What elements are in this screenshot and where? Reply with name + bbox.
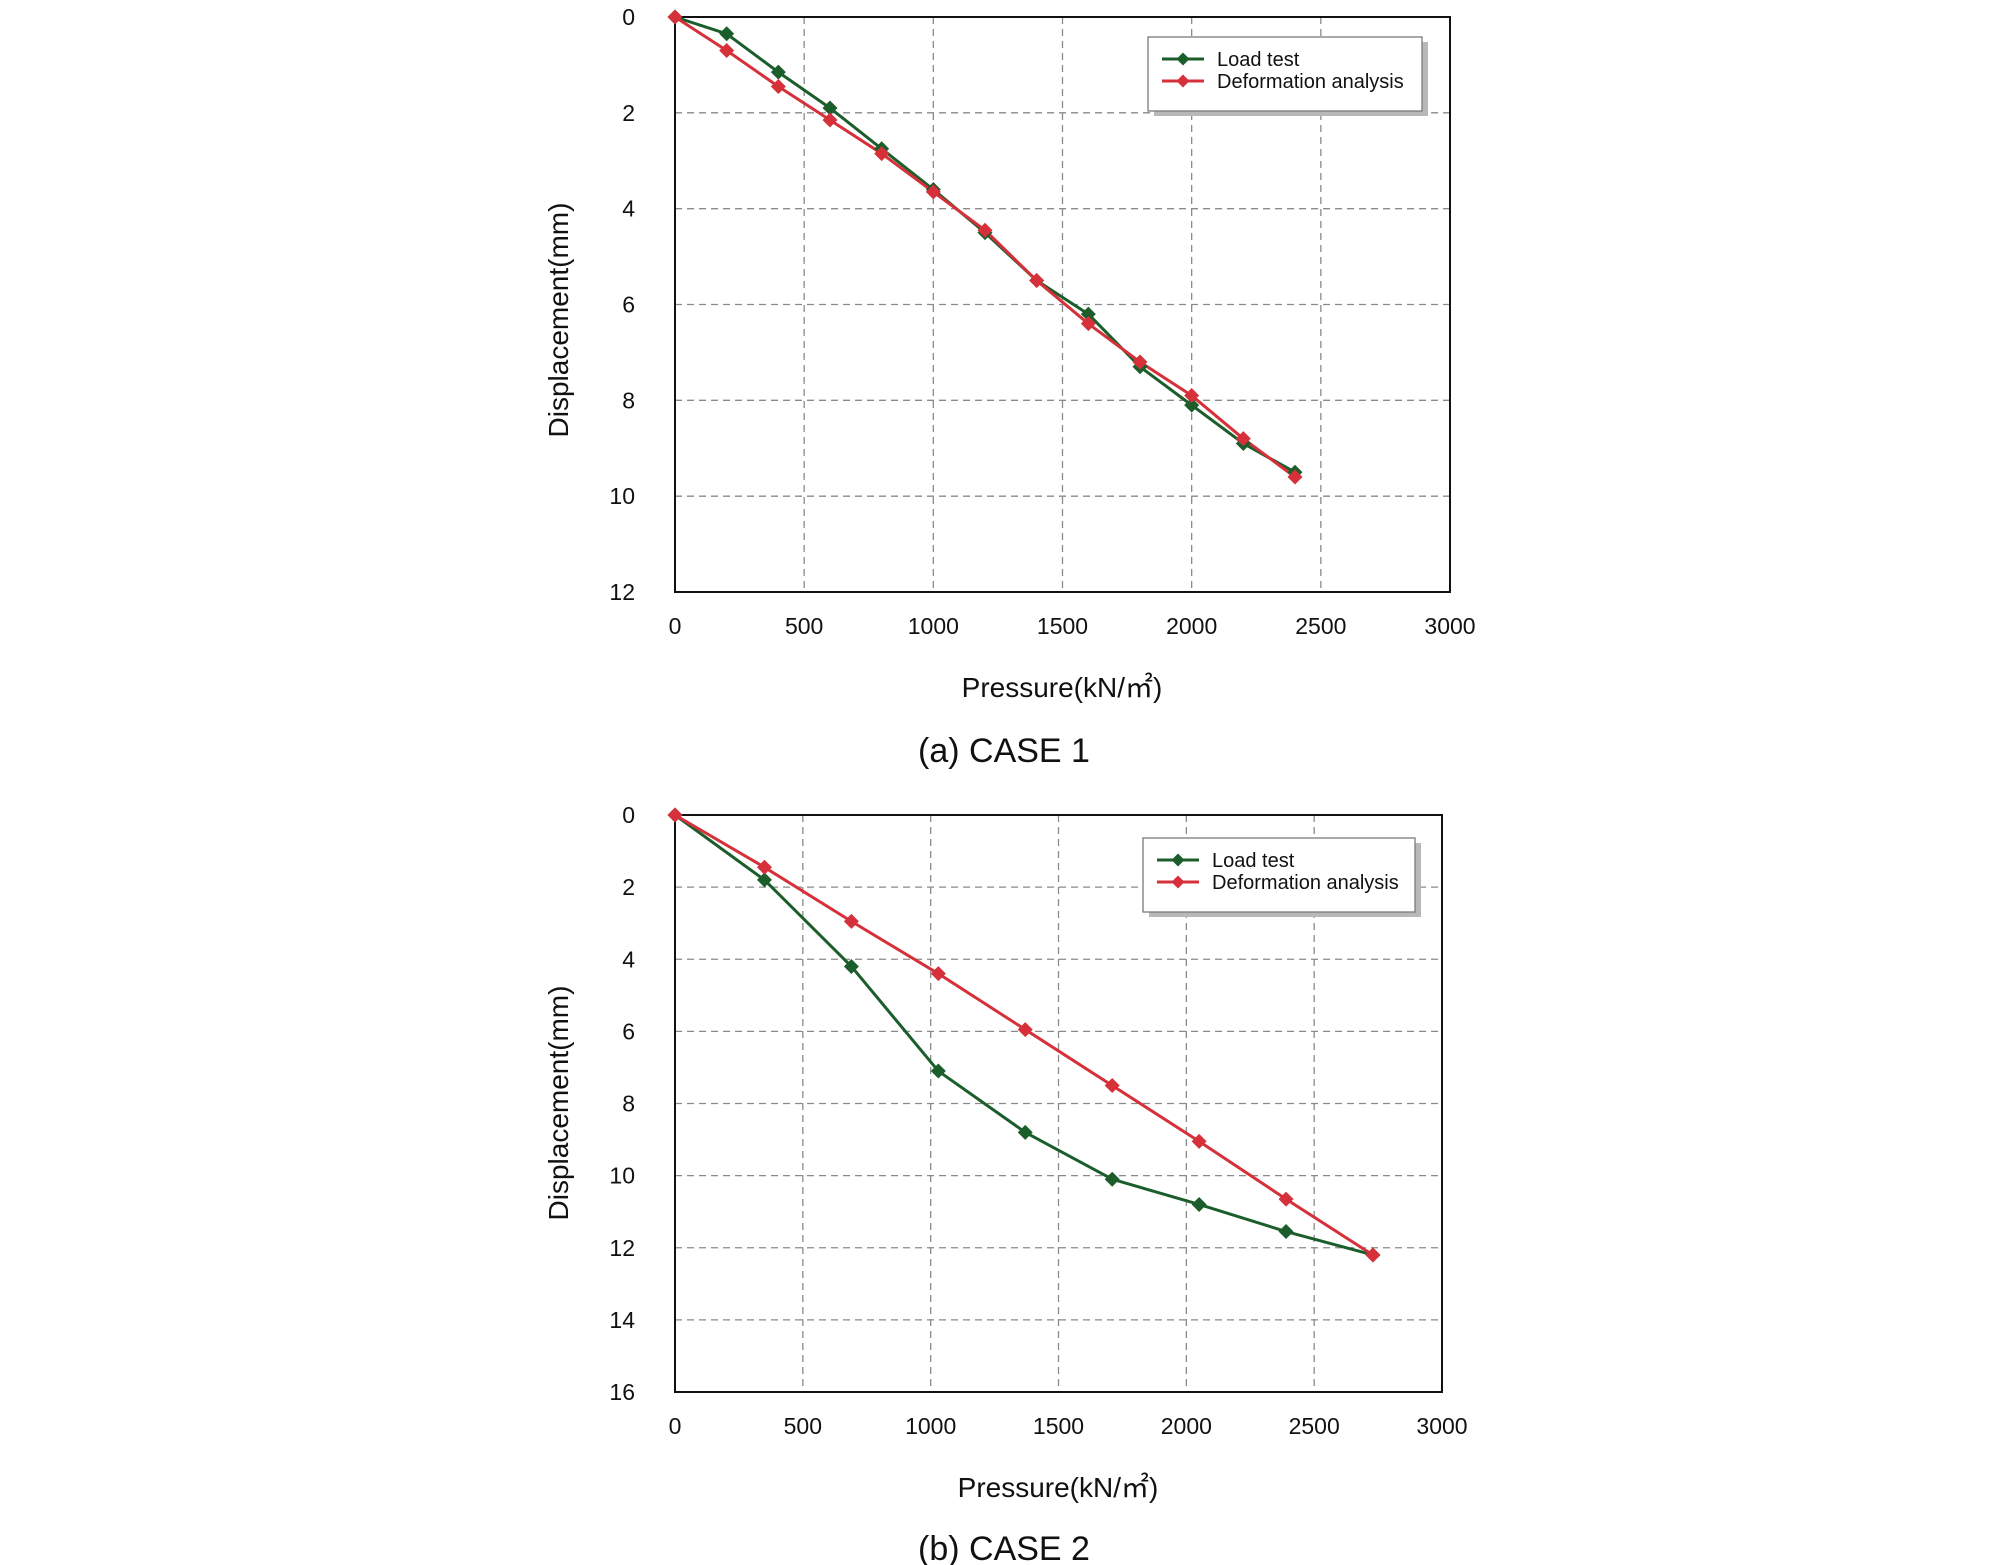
data-point-deformation-analysis [1287,469,1303,485]
chart-caption: (a) CASE 1 [918,732,1090,770]
y-tick-label: 2 [622,874,635,900]
data-point-deformation-analysis [1017,1022,1033,1038]
legend-marker [1171,853,1185,867]
data-point-load-test [1104,1171,1120,1187]
y-tick-label: 10 [609,1163,635,1189]
data-point-deformation-analysis [822,112,838,128]
data-point-deformation-analysis [770,78,786,94]
x-tick-label: 2500 [1295,613,1346,639]
data-point-load-test [756,872,772,888]
legend-marker [1176,52,1190,66]
x-tick-label: 1500 [1033,1413,1084,1439]
x-tick-label: 2000 [1161,1413,1212,1439]
y-tick-label: 10 [609,483,635,509]
data-point-deformation-analysis [1365,1247,1381,1263]
data-point-deformation-analysis [1132,354,1148,370]
legend-label: Deformation analysis [1217,71,1404,93]
data-point-deformation-analysis [1235,431,1251,447]
plot-frame [674,814,1443,1393]
data-point-load-test [930,1063,946,1079]
plot-frame [674,16,1451,593]
data-point-deformation-analysis [756,859,772,875]
data-point-deformation-analysis [874,146,890,162]
data-point-load-test [1184,397,1200,413]
data-point-deformation-analysis [1184,388,1200,404]
x-tick-label: 2500 [1289,1413,1340,1439]
x-tick-label: 3000 [1424,613,1475,639]
legend-box [1147,36,1423,112]
y-tick-label: 6 [622,292,635,318]
x-tick-label: 500 [785,613,823,639]
data-point-deformation-analysis [1029,273,1045,289]
legend-label: Load test [1217,49,1300,71]
data-point-load-test [1191,1196,1207,1212]
data-point-deformation-analysis [1080,316,1096,332]
data-point-load-test [822,100,838,116]
legend-marker [1176,74,1190,88]
chart-caption: (b) CASE 2 [918,1530,1090,1565]
y-tick-label: 12 [609,579,635,605]
data-point-load-test [843,958,859,974]
data-point-deformation-analysis [925,184,941,200]
data-point-load-test [1278,1224,1294,1240]
y-tick-label: 14 [609,1307,635,1333]
y-tick-label: 8 [622,387,635,413]
data-point-deformation-analysis [843,913,859,929]
x-tick-label: 500 [784,1413,822,1439]
x-tick-label: 3000 [1416,1413,1467,1439]
y-tick-label: 8 [622,1091,635,1117]
x-tick-label: 1000 [908,613,959,639]
y-tick-label: 6 [622,1018,635,1044]
chart-case-2: 0 2 4 6 8 10 12 14 16 0 500 1000 1500 2000 2500 3000 L… [543,802,1468,1565]
data-point-deformation-analysis [667,807,683,823]
legend-label: Deformation analysis [1212,872,1399,894]
x-tick-label: 2000 [1166,613,1217,639]
data-point-deformation-analysis [1278,1191,1294,1207]
data-point-load-test [719,26,735,42]
legend-label: Load test [1212,850,1295,872]
y-tick-label: 16 [609,1379,635,1405]
legend-box [1142,837,1416,913]
y-tick-label: 4 [622,946,635,972]
x-tick-label: 1000 [905,1413,956,1439]
x-axis-title: Pressure(kN/㎡) [962,672,1163,703]
y-tick-label: 0 [622,802,635,828]
y-axis-title: Displacement(mm) [543,986,574,1221]
data-point-deformation-analysis [1191,1133,1207,1149]
y-tick-label: 4 [622,196,635,222]
y-axis-title: Displacement(mm) [543,203,574,438]
y-tick-label: 0 [622,4,635,30]
data-point-deformation-analysis [930,966,946,982]
chart-case-1: 0 2 4 6 8 10 12 0 500 1000 1500 2000 2500 3000 Load … [543,4,1476,770]
y-tick-label: 12 [609,1235,635,1261]
x-tick-label: 1500 [1037,613,1088,639]
data-point-deformation-analysis [1104,1077,1120,1093]
y-tick-label: 2 [622,100,635,126]
x-tick-label: 0 [669,613,682,639]
data-point-load-test [770,64,786,80]
legend-marker [1171,875,1185,889]
data-point-deformation-analysis [977,222,993,238]
data-point-deformation-analysis [667,9,683,25]
data-point-load-test [1080,306,1096,322]
data-point-load-test [1017,1124,1033,1140]
data-point-deformation-analysis [719,43,735,59]
x-axis-title: Pressure(kN/㎡) [958,1472,1159,1503]
x-tick-label: 0 [669,1413,682,1439]
